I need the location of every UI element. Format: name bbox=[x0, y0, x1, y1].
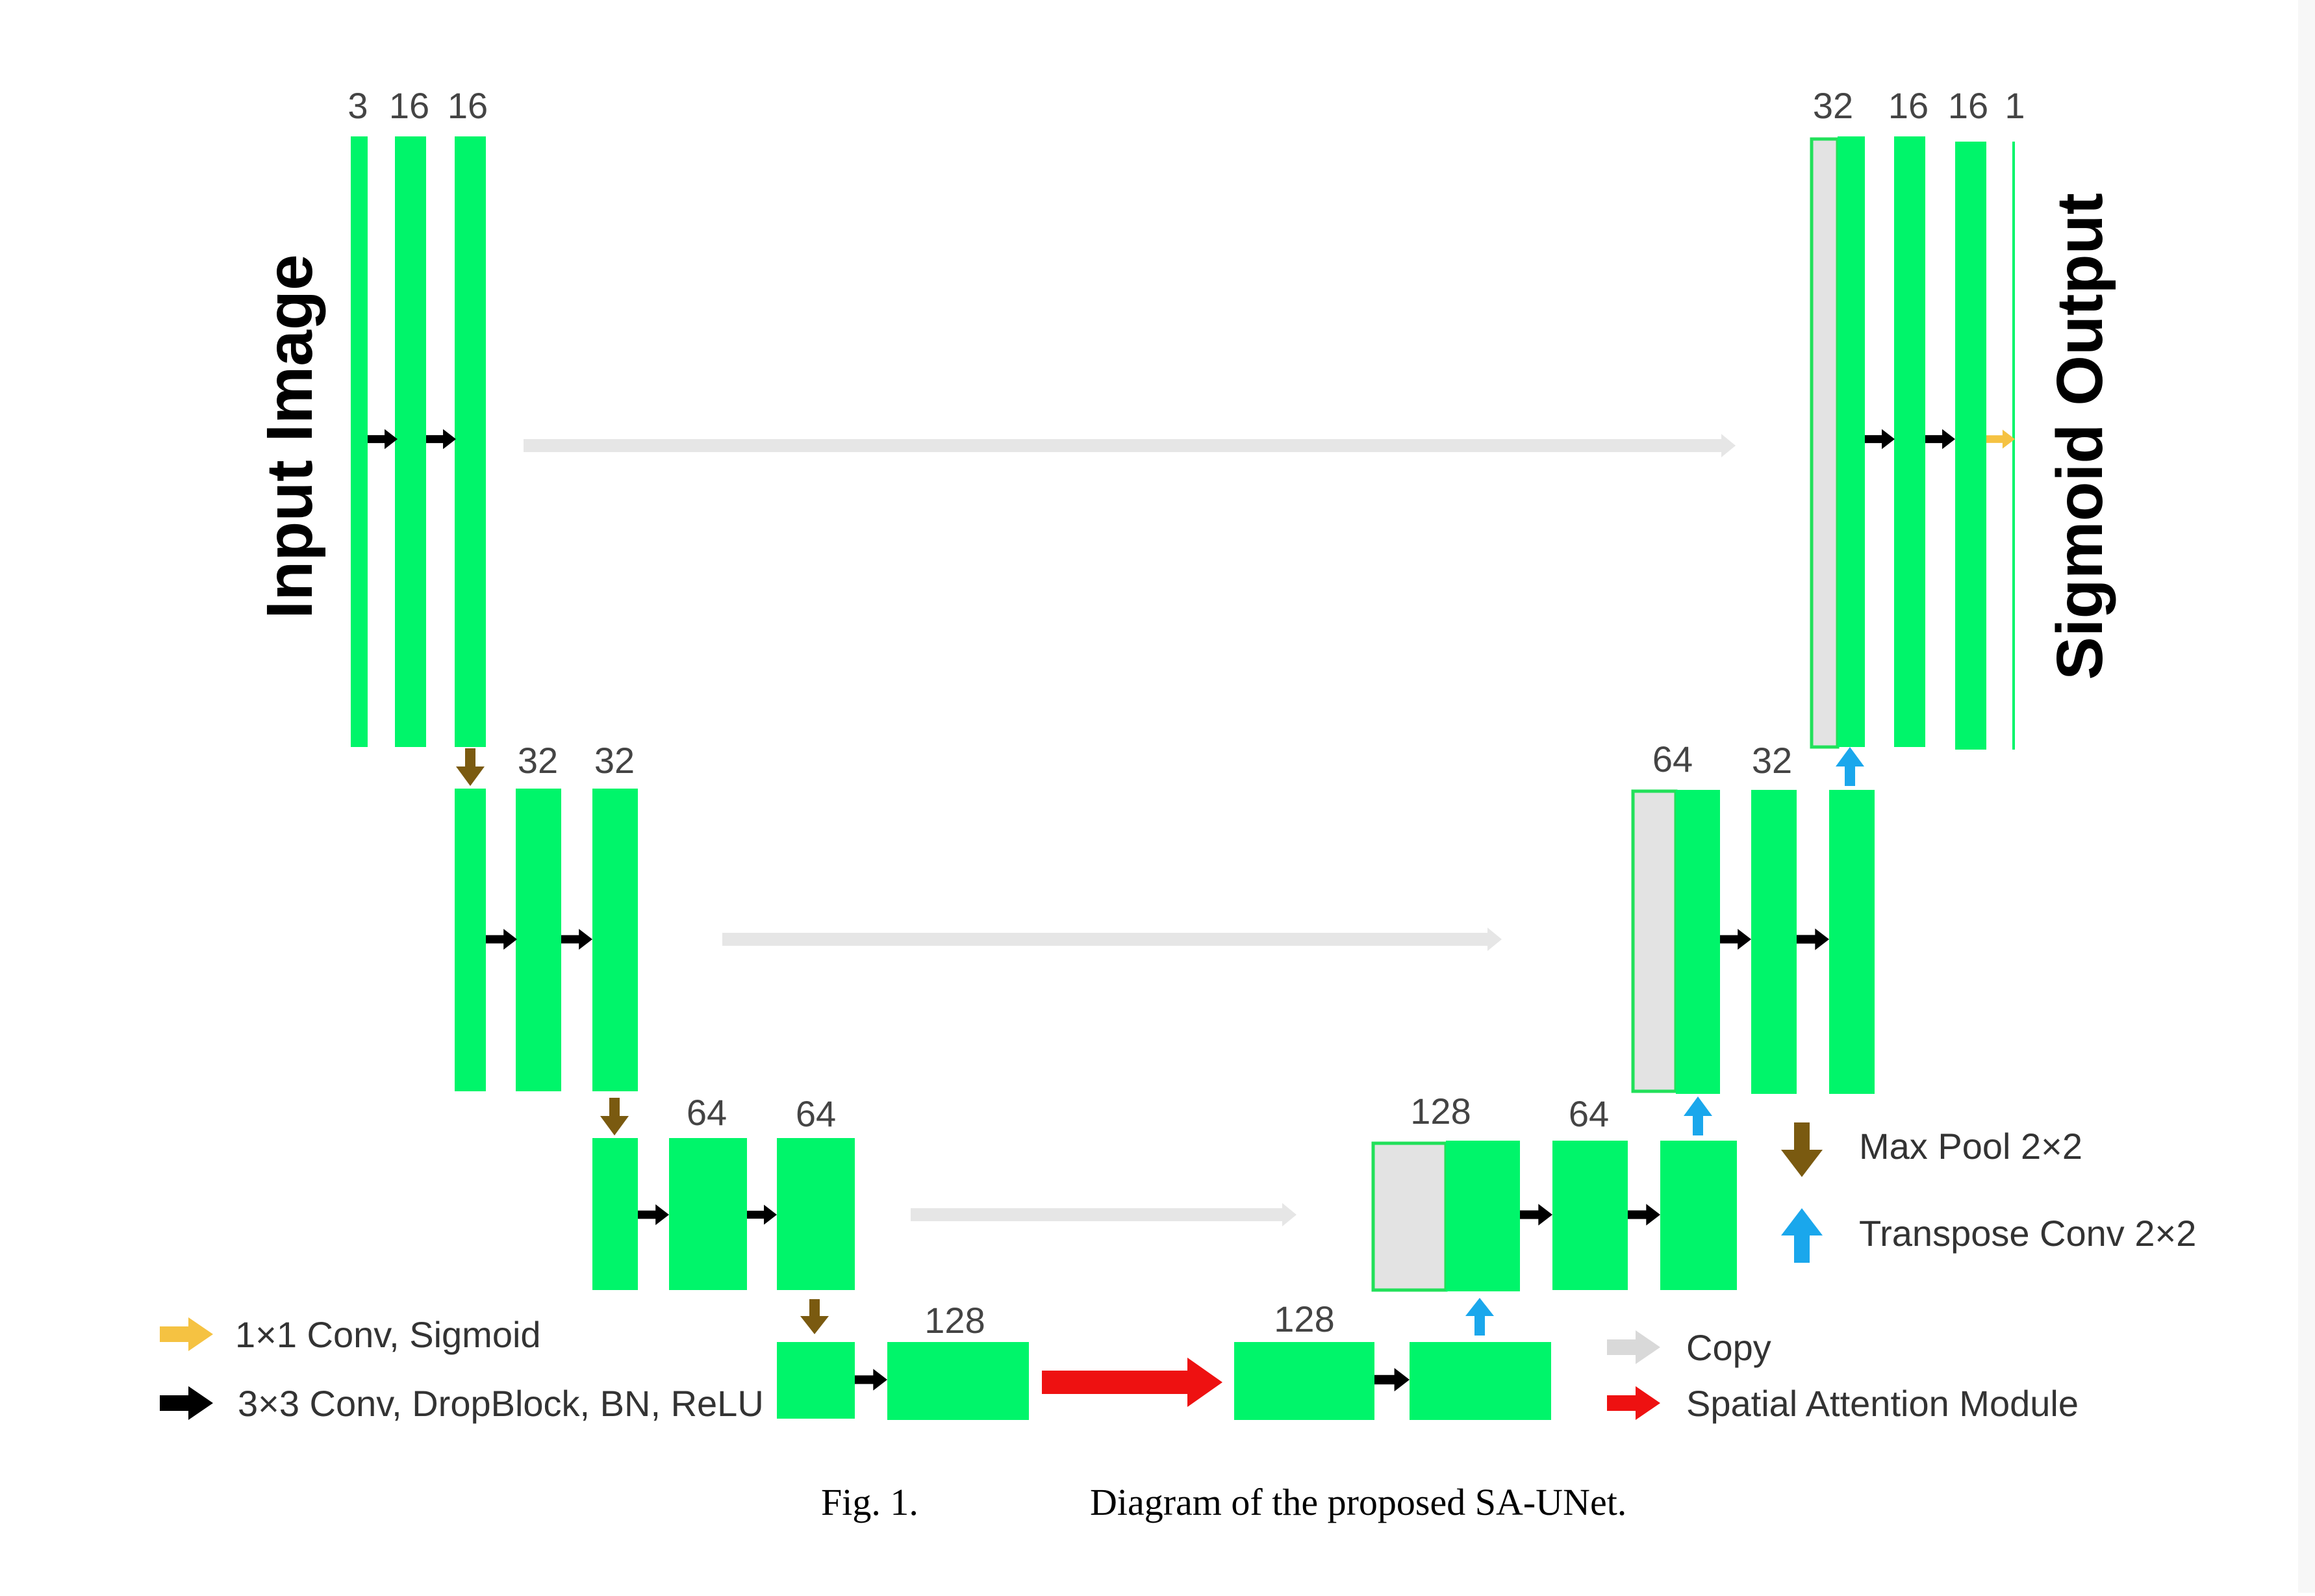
maxpool-arrow bbox=[456, 748, 485, 786]
dec2-ch-1: 64 bbox=[1652, 739, 1693, 779]
dec2-block-3 bbox=[1829, 790, 1875, 1094]
conv-arrow bbox=[1865, 429, 1895, 450]
dec1-ch-2: 16 bbox=[1888, 85, 1929, 126]
dec3-block-1 bbox=[1446, 1141, 1520, 1291]
encoder-level-1: 3 16 16 bbox=[348, 85, 488, 747]
conv-arrow bbox=[1925, 429, 1955, 450]
conv-arrow bbox=[1628, 1204, 1660, 1226]
dec1-ch-1: 32 bbox=[1813, 85, 1853, 126]
dec2-block-2 bbox=[1751, 790, 1797, 1094]
dec3-ch-1: 128 bbox=[1410, 1091, 1471, 1132]
dec3-block-3 bbox=[1660, 1141, 1737, 1290]
dec1-ch-4: 1 bbox=[2005, 85, 2025, 126]
legend-left: 1×1 Conv, Sigmoid 3×3 Conv, DropBlock, B… bbox=[160, 1314, 764, 1424]
enc3-block-2 bbox=[669, 1138, 747, 1290]
conv-arrow bbox=[1374, 1368, 1410, 1391]
enc3-ch-1: 64 bbox=[687, 1092, 727, 1133]
enc1-ch-1: 3 bbox=[348, 85, 368, 126]
copy-legend-icon bbox=[1607, 1330, 1660, 1364]
conv-arrow bbox=[638, 1204, 669, 1225]
enc3-ch-2: 64 bbox=[796, 1093, 836, 1134]
maxpool-legend-label: Max Pool 2×2 bbox=[1859, 1126, 2082, 1167]
bottleneck: 128 128 bbox=[777, 1298, 1551, 1420]
dec1-output-block bbox=[2012, 142, 2015, 750]
maxpool-arrow bbox=[600, 1098, 629, 1135]
dec3-block-2 bbox=[1552, 1141, 1628, 1290]
sigmoid-output-label: Sigmoid Output bbox=[2043, 193, 2116, 680]
conv-arrow bbox=[855, 1369, 887, 1391]
bottom-block-1 bbox=[777, 1342, 855, 1419]
copy-arrow-level-3 bbox=[911, 1203, 1297, 1226]
dec1-ch-3: 16 bbox=[1948, 85, 1988, 126]
copy-legend-label: Copy bbox=[1686, 1327, 1771, 1368]
enc2-block-1 bbox=[455, 789, 486, 1091]
maxpool-arrow bbox=[800, 1299, 829, 1334]
dec1-copy-block bbox=[1810, 137, 1840, 749]
input-image-label: Input Image bbox=[253, 254, 326, 618]
decoder-level-1: 32 16 16 1 bbox=[1810, 85, 2025, 750]
conv-arrow bbox=[1720, 929, 1751, 950]
sigmoid-legend-icon bbox=[160, 1317, 213, 1351]
dec3-copy-block bbox=[1371, 1141, 1448, 1292]
enc2-ch-1: 32 bbox=[518, 740, 558, 781]
dec1-block-1 bbox=[1838, 136, 1865, 747]
legend-right-top: Max Pool 2×2 Transpose Conv 2×2 bbox=[1781, 1122, 2196, 1263]
conv-arrow bbox=[486, 929, 517, 950]
conv-arrow bbox=[426, 429, 456, 450]
conv3x3-legend-label: 3×3 Conv, DropBlock, BN, ReLU bbox=[238, 1383, 764, 1424]
enc1-block-3 bbox=[455, 136, 486, 747]
transpose-legend-label: Transpose Conv 2×2 bbox=[1859, 1213, 2196, 1254]
enc1-ch-2: 16 bbox=[389, 85, 429, 126]
sigmoid-arrow bbox=[1986, 429, 2015, 449]
bottom-block-4 bbox=[1410, 1342, 1551, 1420]
dec3-ch-2: 64 bbox=[1569, 1093, 1609, 1134]
transpose-arrow bbox=[1684, 1096, 1712, 1135]
decoder-level-2: 64 32 bbox=[1631, 739, 1875, 1094]
conv-arrow bbox=[1520, 1204, 1552, 1226]
conv-arrow bbox=[561, 929, 592, 950]
conv-legend-icon bbox=[160, 1386, 213, 1420]
dec1-block-3 bbox=[1955, 142, 1986, 750]
decoder-level-3: 128 64 bbox=[1371, 1091, 1737, 1292]
conv-arrow bbox=[368, 429, 398, 450]
bottom-block-2 bbox=[887, 1342, 1029, 1420]
attention-legend-label: Spatial Attention Module bbox=[1686, 1383, 2079, 1424]
attention-legend-icon bbox=[1607, 1386, 1660, 1420]
enc1-block-1 bbox=[351, 136, 368, 747]
bottom-left-ch: 128 bbox=[924, 1300, 985, 1341]
copy-arrow-level-2 bbox=[722, 928, 1502, 951]
dec1-block-2 bbox=[1894, 136, 1925, 747]
dec2-copy-block bbox=[1631, 789, 1678, 1093]
dec2-ch-2: 32 bbox=[1752, 740, 1792, 781]
encoder-level-3: 64 64 bbox=[592, 1092, 855, 1290]
enc1-ch-3: 16 bbox=[448, 85, 488, 126]
page-edge bbox=[2298, 0, 2315, 1593]
transpose-arrow bbox=[1465, 1298, 1494, 1336]
conv-arrow bbox=[747, 1204, 777, 1225]
enc3-block-3 bbox=[777, 1138, 855, 1290]
transpose-arrow bbox=[1836, 747, 1864, 786]
maxpool-legend-icon bbox=[1781, 1122, 1823, 1177]
enc2-block-2 bbox=[516, 789, 561, 1091]
dec2-block-1 bbox=[1676, 790, 1720, 1094]
bottom-right-ch: 128 bbox=[1274, 1298, 1334, 1339]
figure-number: Fig. 1. bbox=[821, 1481, 918, 1523]
conv1x1-legend-label: 1×1 Conv, Sigmoid bbox=[235, 1314, 541, 1355]
legend-right-bottom: Copy Spatial Attention Module bbox=[1607, 1327, 2079, 1424]
conv-arrow bbox=[1797, 928, 1829, 950]
enc1-block-2 bbox=[395, 136, 426, 747]
transpose-legend-icon bbox=[1781, 1208, 1823, 1263]
enc2-ch-2: 32 bbox=[594, 740, 635, 781]
spatial-attention-arrow bbox=[1042, 1358, 1222, 1407]
enc3-block-1 bbox=[592, 1138, 638, 1290]
enc2-block-3 bbox=[592, 789, 638, 1091]
bottom-block-3 bbox=[1234, 1342, 1374, 1420]
figure-caption: Diagram of the proposed SA-UNet. bbox=[1090, 1481, 1626, 1523]
encoder-level-2: 32 32 bbox=[455, 740, 638, 1091]
copy-arrow-level-1 bbox=[524, 434, 1736, 457]
